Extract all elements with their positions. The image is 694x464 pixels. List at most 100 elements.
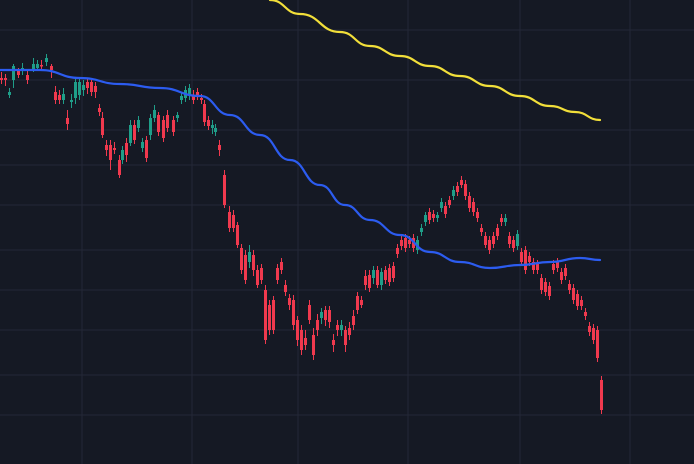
candle-body — [532, 262, 535, 270]
candle-body — [480, 228, 483, 232]
candle-body — [288, 298, 291, 305]
candle — [300, 325, 303, 355]
candle-body — [448, 200, 451, 205]
candle — [172, 116, 175, 136]
candle — [248, 245, 251, 268]
candle-body — [214, 128, 217, 132]
candle-body — [17, 71, 20, 75]
candle-body — [556, 262, 559, 268]
candle-body — [496, 228, 499, 236]
candle — [548, 282, 551, 300]
candle — [336, 320, 339, 336]
candle-body — [404, 238, 407, 248]
candle — [556, 258, 559, 272]
candle — [203, 100, 206, 126]
candle — [596, 326, 599, 362]
candle-body — [304, 338, 307, 345]
candle — [460, 176, 463, 188]
candle — [94, 82, 97, 98]
candle — [252, 250, 255, 276]
candle-body — [332, 340, 335, 345]
candle-body — [436, 215, 439, 218]
candle — [572, 284, 575, 304]
candle-body — [328, 310, 331, 322]
candle-body — [4, 78, 7, 80]
candle-body — [200, 98, 203, 100]
candle-body — [464, 184, 467, 196]
candle-body — [524, 250, 527, 270]
candle — [280, 258, 283, 274]
candle-body — [452, 190, 455, 196]
candle-body — [512, 240, 515, 248]
candle — [328, 306, 331, 328]
candle-body — [125, 143, 128, 155]
candle-body — [280, 262, 283, 270]
candle — [340, 320, 343, 336]
candle-body — [408, 240, 411, 244]
candle — [82, 80, 85, 96]
candle — [137, 116, 140, 132]
candle-body — [376, 270, 379, 285]
candle — [396, 244, 399, 258]
candle — [284, 280, 287, 296]
candle-body — [236, 225, 239, 245]
candle-body — [564, 268, 567, 276]
candle-body — [133, 125, 136, 140]
candle — [456, 182, 459, 196]
candle-body — [380, 272, 383, 285]
candle — [166, 110, 169, 132]
candle-body — [580, 300, 583, 306]
candle-body — [70, 100, 73, 102]
candle — [78, 78, 81, 100]
candle — [264, 285, 267, 344]
candle — [452, 186, 455, 200]
candle — [62, 88, 65, 104]
candle — [532, 258, 535, 274]
candle-body — [94, 86, 97, 92]
candle-body — [62, 94, 65, 100]
candle-body — [284, 285, 287, 292]
candle — [113, 142, 116, 154]
candle-body — [308, 305, 311, 320]
candle — [312, 328, 315, 360]
candles — [0, 54, 603, 414]
candle-body — [180, 96, 183, 100]
candle-body — [508, 236, 511, 244]
candle — [592, 324, 595, 344]
candle — [207, 116, 210, 130]
candle — [180, 92, 183, 104]
candle-body — [588, 326, 591, 332]
candle-body — [592, 328, 595, 340]
candle — [376, 266, 379, 288]
candle-body — [54, 92, 57, 100]
candle — [232, 210, 235, 232]
candle-body — [145, 140, 148, 158]
candle-body — [240, 248, 243, 270]
candle — [149, 114, 152, 140]
candle — [0, 72, 3, 84]
candle-body — [252, 255, 255, 270]
candle-body — [528, 256, 531, 262]
candle — [580, 296, 583, 310]
candle — [141, 138, 144, 152]
candle-body — [26, 75, 29, 80]
candle — [392, 262, 395, 282]
candle-body — [98, 108, 101, 112]
candle — [129, 120, 132, 146]
candle-body — [149, 118, 152, 135]
candle — [54, 86, 57, 104]
candle — [372, 266, 375, 284]
candle — [480, 224, 483, 236]
candle — [496, 224, 499, 240]
candle-body — [118, 160, 121, 175]
candle — [444, 202, 447, 218]
candle-body — [66, 118, 69, 124]
candle-body — [492, 236, 495, 244]
candle — [66, 110, 69, 130]
moving-averages — [0, 0, 602, 270]
candle-body — [207, 120, 210, 126]
candle — [436, 212, 439, 222]
candle — [292, 295, 295, 330]
candle-body — [244, 255, 247, 280]
candle-body — [544, 282, 547, 292]
